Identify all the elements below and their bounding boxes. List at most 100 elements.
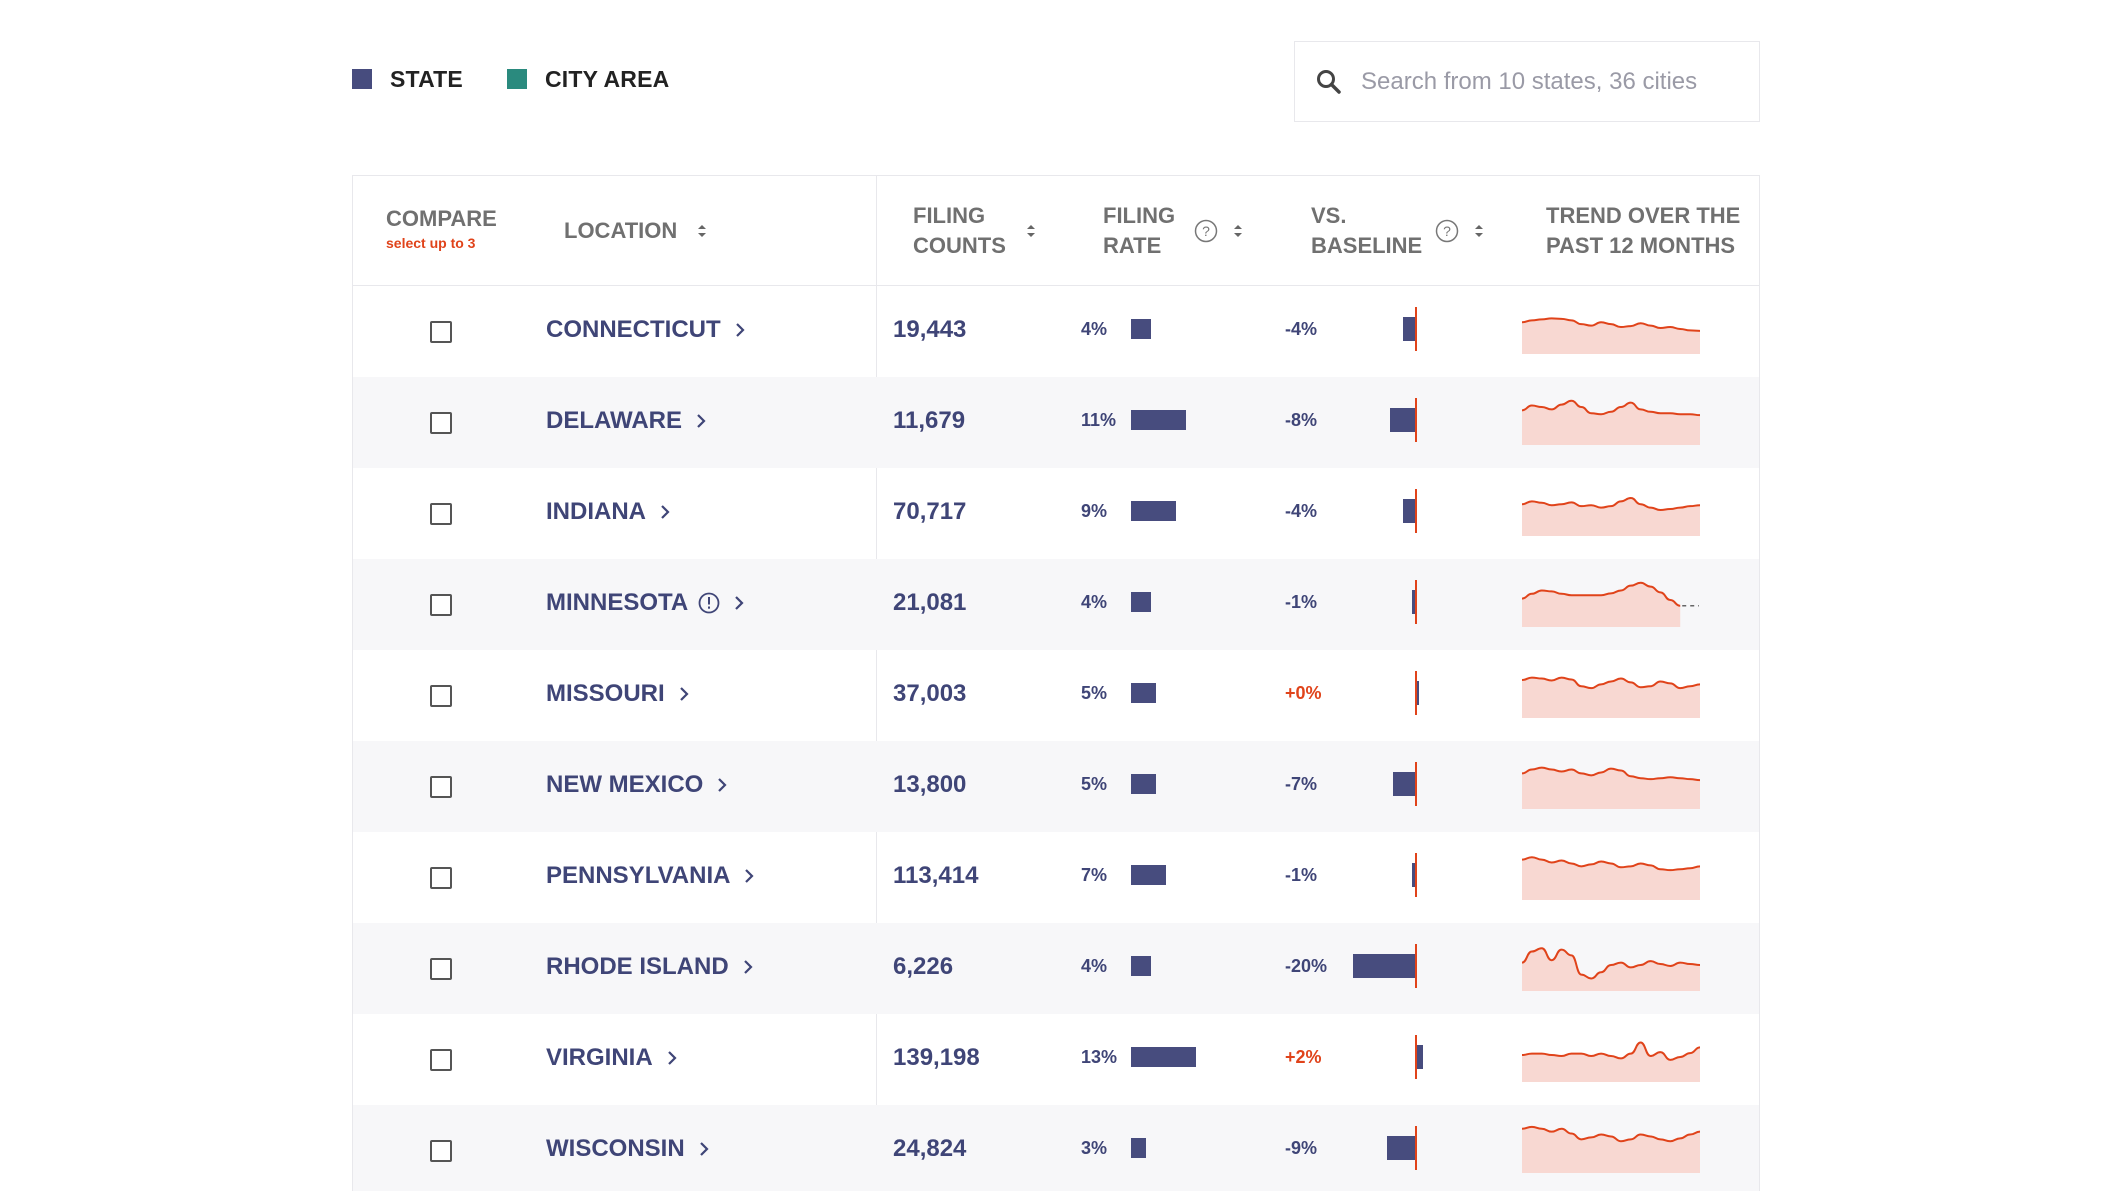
trend-sparkline (1521, 856, 1701, 900)
location-link[interactable]: PENNSYLVANIA (546, 862, 756, 890)
header-vs-baseline-line2: BASELINE (1311, 233, 1423, 258)
trend-sparkline (1521, 496, 1701, 536)
search-input[interactable] (1361, 67, 1741, 96)
table-body: CONNECTICUT 19,443 4% -4% DELAWARE 11,679 11% -… (353, 286, 1759, 1191)
header-vs-baseline[interactable]: VS. BASELINE (1311, 201, 1422, 261)
trend-sparkline-line (1521, 856, 1701, 872)
filing-rate-bar (1131, 1138, 1146, 1158)
chevron-right-icon (743, 960, 753, 974)
filing-count: 19,443 (893, 316, 967, 343)
location-link[interactable]: NEW MEXICO (546, 771, 729, 799)
chevron-right-icon (697, 414, 706, 428)
trend-sparkline-line (1521, 317, 1701, 332)
compare-checkbox[interactable] (430, 685, 452, 707)
table-row: DELAWARE 11,679 11% -8% (353, 377, 1759, 468)
sort-filing-rate-icon[interactable] (1232, 222, 1244, 240)
trend-sparkline-area (1522, 1042, 1700, 1082)
location-name: WISCONSIN (546, 1135, 685, 1162)
table-row: MISSOURI 37,003 5% +0% (353, 650, 1759, 741)
legend: STATE CITY AREA (352, 64, 713, 94)
info-icon[interactable] (698, 592, 720, 614)
filing-rate-label: 5% (1081, 683, 1108, 703)
trend-sparkline-line (1521, 1125, 1701, 1143)
baseline-axis-line (1415, 580, 1417, 624)
baseline-axis-line (1415, 489, 1417, 533)
vs-baseline-bar (1387, 1136, 1415, 1160)
location-link[interactable]: MISSOURI (546, 680, 691, 708)
filing-rate-label: 4% (1081, 592, 1108, 612)
compare-checkbox[interactable] (430, 412, 452, 434)
filing-rate-label: 5% (1081, 774, 1108, 794)
locations-table: COMPARE select up to 3 LOCATION FILING C… (352, 175, 1760, 1191)
filing-rate-help-icon[interactable]: ? (1194, 219, 1218, 243)
sort-vs-baseline-icon[interactable] (1473, 222, 1485, 240)
vs-baseline-bar (1412, 590, 1415, 614)
compare-checkbox[interactable] (430, 867, 452, 889)
baseline-axis-line (1415, 398, 1417, 442)
chevron-right-icon (661, 505, 670, 519)
location-link[interactable]: VIRGINIA (546, 1044, 679, 1072)
sort-filing-counts-icon[interactable] (1025, 222, 1037, 240)
chevron-right-icon (699, 1142, 709, 1156)
vs-baseline-label: -4% (1285, 319, 1318, 339)
chevron-right-icon (735, 323, 745, 337)
trend-sparkline-line (1521, 1041, 1701, 1061)
vs-baseline-help-icon[interactable]: ? (1435, 219, 1459, 243)
legend-label-state: STATE (390, 65, 463, 92)
vs-baseline-label: -8% (1285, 410, 1318, 430)
header-trend-line2: PAST 12 MONTHS (1546, 233, 1736, 258)
compare-checkbox[interactable] (430, 776, 452, 798)
trend-sparkline (1521, 676, 1701, 718)
trend-sparkline-line (1521, 947, 1701, 980)
vs-baseline-bar (1412, 863, 1415, 887)
compare-checkbox[interactable] (430, 321, 452, 343)
trend-sparkline-area (1522, 400, 1700, 445)
filing-count: 24,824 (893, 1135, 967, 1162)
table-row: PENNSYLVANIA 113,414 7% -1% (353, 832, 1759, 923)
filing-rate-bar (1131, 865, 1166, 885)
filing-rate-bar (1131, 501, 1176, 521)
trend-sparkline-line (1521, 766, 1701, 782)
vs-baseline-label: -1% (1285, 865, 1318, 885)
header-filing-rate-line1: FILING (1103, 203, 1176, 228)
location-name: DELAWARE (546, 407, 683, 434)
baseline-axis-line (1415, 671, 1417, 715)
location-link[interactable]: MINNESOTA (546, 589, 746, 617)
chevron-right-icon (735, 596, 744, 610)
header-filing-rate[interactable]: FILING RATE (1103, 201, 1175, 261)
filing-count: 70,717 (893, 498, 967, 525)
table-row: VIRGINIA 139,198 13% +2% (353, 1014, 1759, 1105)
location-link[interactable]: INDIANA (546, 498, 672, 526)
legend-item-state: STATE (352, 66, 463, 93)
vs-baseline-bar (1417, 681, 1419, 705)
trend-sparkline-line (1521, 581, 1681, 607)
sort-location-icon[interactable] (696, 222, 708, 240)
location-link[interactable]: CONNECTICUT (546, 316, 747, 344)
compare-checkbox[interactable] (430, 1049, 452, 1071)
chevron-right-icon (667, 1051, 677, 1065)
baseline-axis-line (1415, 1035, 1417, 1079)
compare-checkbox[interactable] (430, 503, 452, 525)
trend-sparkline-line (1521, 496, 1701, 512)
location-link[interactable]: RHODE ISLAND (546, 953, 755, 981)
compare-checkbox[interactable] (430, 1140, 452, 1162)
location-link[interactable]: DELAWARE (546, 407, 708, 435)
filing-rate-bar (1131, 592, 1151, 612)
table-header: COMPARE select up to 3 LOCATION FILING C… (353, 176, 1759, 286)
filing-count: 113,414 (893, 862, 979, 889)
trend-sparkline-area (1522, 767, 1700, 809)
vs-baseline-bar (1417, 1045, 1423, 1069)
header-filing-counts[interactable]: FILING COUNTS (913, 201, 1006, 261)
column-divider (876, 176, 877, 1191)
location-link[interactable]: WISCONSIN (546, 1135, 711, 1163)
header-location[interactable]: LOCATION (564, 216, 677, 246)
compare-checkbox[interactable] (430, 958, 452, 980)
location-name: MISSOURI (546, 680, 665, 707)
compare-checkbox[interactable] (430, 594, 452, 616)
vs-baseline-bar (1353, 954, 1415, 978)
trend-sparkline (1521, 317, 1701, 354)
filing-count: 21,081 (893, 589, 967, 616)
vs-baseline-bar (1393, 772, 1415, 796)
search-box[interactable] (1294, 41, 1760, 122)
baseline-axis-line (1415, 762, 1417, 806)
